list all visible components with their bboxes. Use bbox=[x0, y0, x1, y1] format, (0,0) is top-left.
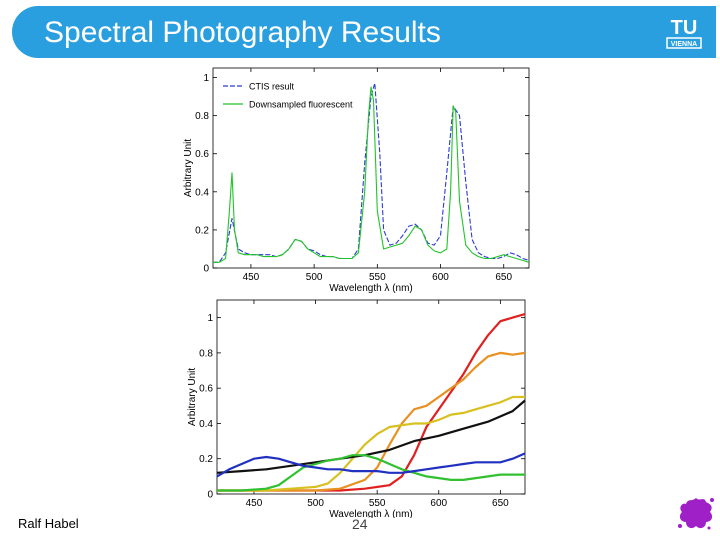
series-line-3 bbox=[216, 399, 526, 474]
tu-vienna-logo-icon: TU VIENNA bbox=[664, 12, 704, 52]
chart-bottom-svg: 450 500 550 600 650 0 0.2 0.4 0.6 0.8 1 Wavelength … bbox=[187, 299, 526, 518]
y-axis-label: Arbitrary Unit bbox=[183, 139, 194, 198]
x-axis-label: Wavelength λ (nm) bbox=[329, 283, 413, 294]
series-line-5 bbox=[216, 452, 526, 478]
y-tick-label: 0 bbox=[203, 264, 209, 275]
chart-top: 450 500 550 600 650 0 0.2 0.4 0.6 0.8 1 Wavelength … bbox=[180, 66, 540, 298]
series-line-4 bbox=[217, 454, 525, 492]
y-tick-label: 0.4 bbox=[199, 419, 213, 430]
paint-splat-icon bbox=[678, 498, 714, 530]
page-number: 24 bbox=[352, 516, 368, 532]
x-tick-label: 550 bbox=[369, 498, 386, 509]
x-tick-label: 650 bbox=[492, 498, 509, 509]
series-line-2 bbox=[217, 395, 525, 492]
y-tick-label: 0.8 bbox=[199, 348, 213, 359]
svg-text:VIENNA: VIENNA bbox=[671, 41, 697, 48]
chart-top-svg: 450 500 550 600 650 0 0.2 0.4 0.6 0.8 1 Wavelength … bbox=[183, 67, 530, 294]
chart-bottom: 450 500 550 600 650 0 0.2 0.4 0.6 0.8 1 Wavelength … bbox=[180, 294, 540, 518]
y-tick-label: 1 bbox=[207, 313, 213, 324]
y-tick-label: 0.6 bbox=[199, 384, 213, 395]
y-tick-label: 0.4 bbox=[195, 187, 209, 198]
svg-text:TU: TU bbox=[671, 17, 698, 39]
y-tick-label: 0 bbox=[207, 490, 213, 501]
x-tick-label: 600 bbox=[432, 272, 449, 283]
x-axis-label: Wavelength λ (nm) bbox=[329, 509, 413, 518]
y-tick-label: 0.2 bbox=[195, 225, 209, 236]
y-tick-label: 0.2 bbox=[199, 454, 213, 465]
legend-label: Downsampled fluorescent bbox=[249, 100, 353, 110]
y-tick-label: 1 bbox=[203, 73, 209, 84]
y-tick-label: 0.8 bbox=[195, 111, 209, 122]
y-tick-label: 0.6 bbox=[195, 149, 209, 160]
plot-area bbox=[216, 299, 526, 495]
x-tick-label: 450 bbox=[246, 498, 263, 509]
series-line-1 bbox=[217, 351, 526, 492]
x-tick-label: 550 bbox=[369, 272, 386, 283]
x-tick-label: 500 bbox=[307, 498, 324, 509]
series-line-1 bbox=[213, 86, 530, 263]
legend-label: CTIS result bbox=[249, 82, 295, 92]
x-tick-label: 450 bbox=[243, 272, 260, 283]
slide-title: Spectral Photography Results bbox=[44, 16, 441, 49]
y-axis-label: Arbitrary Unit bbox=[187, 368, 198, 427]
x-tick-label: 500 bbox=[306, 272, 323, 283]
x-tick-label: 600 bbox=[430, 498, 447, 509]
x-tick-label: 650 bbox=[495, 272, 512, 283]
title-bar bbox=[12, 6, 716, 58]
series-line-0 bbox=[213, 82, 530, 263]
author-label: Ralf Habel bbox=[18, 516, 79, 531]
